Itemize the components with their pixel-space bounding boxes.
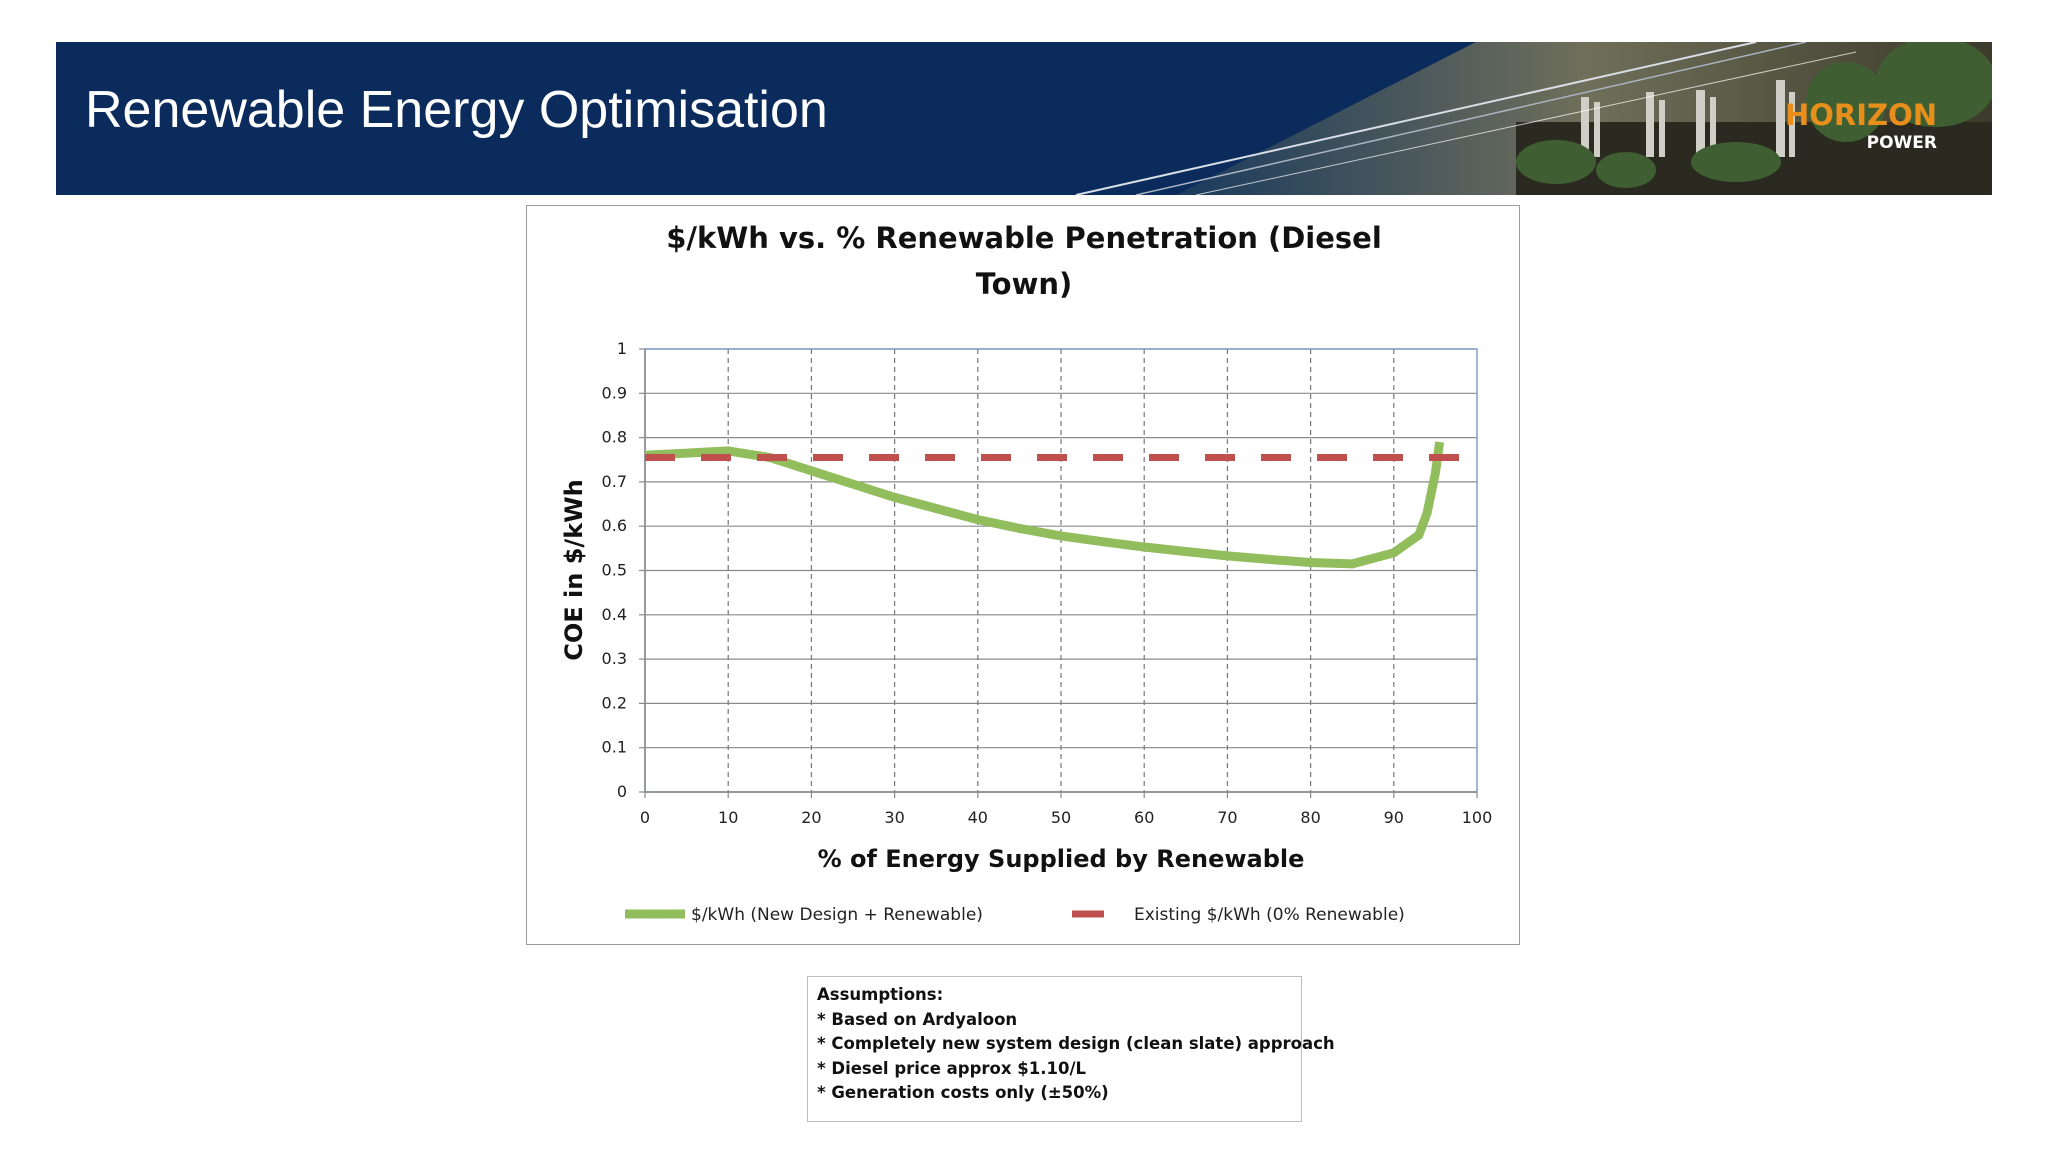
y-tick-label: 0.3 [602, 649, 627, 668]
y-tick-label: 0.5 [602, 561, 627, 580]
legend-label: Existing $/kWh (0% Renewable) [1134, 905, 1405, 925]
x-tick-label: 30 [884, 808, 904, 827]
x-tick-label: 100 [1462, 808, 1493, 827]
assumption-item: * Based on Ardyaloon [817, 1009, 1018, 1029]
swoosh-line [1135, 42, 1807, 195]
x-tick-label: 50 [1051, 808, 1071, 827]
y-tick-label: 0.9 [602, 383, 627, 402]
series-line-new-design [644, 441, 1445, 569]
assumption-item: * Diesel price approx $1.10/L [817, 1058, 1086, 1078]
station-stacks [1581, 80, 1795, 157]
chart-title: Town) [976, 267, 1073, 301]
page-title: Renewable Energy Optimisation [85, 81, 828, 139]
x-tick-label: 60 [1134, 808, 1154, 827]
y-tick-label: 0.7 [602, 472, 627, 491]
line-chart: $/kWh vs. % Renewable Penetration (Diese… [560, 221, 1493, 925]
y-tick-label: 0.6 [602, 516, 627, 535]
y-tick-label: 0.1 [602, 738, 627, 757]
power-station-banner-art: HORIZON POWER [1075, 42, 1992, 195]
assumption-item: * Completely new system design (clean sl… [817, 1034, 1335, 1053]
x-tick-label: 10 [718, 808, 738, 827]
chart-frame: $/kWh vs. % Renewable Penetration (Diese… [526, 205, 1520, 945]
x-tick-label: 70 [1217, 808, 1237, 827]
logo-wordmark: HORIZON [1785, 98, 1937, 132]
assumptions-heading: Assumptions: [817, 985, 944, 1004]
y-axis-label: COE in $/kWh [560, 479, 588, 660]
tree-line [1516, 42, 1992, 188]
swoosh-line [1195, 51, 1857, 195]
header-banner: HORIZON POWER Renewable Energy Optimisat… [56, 42, 1992, 195]
x-tick-label: 90 [1384, 808, 1404, 827]
swoosh-line [1075, 42, 1757, 195]
x-axis-label: % of Energy Supplied by Renewable [818, 845, 1305, 873]
x-tick-label: 0 [640, 808, 650, 827]
x-tick-label: 40 [968, 808, 988, 827]
x-tick-label: 80 [1300, 808, 1320, 827]
x-tick-label: 20 [801, 808, 821, 827]
chart-title: $/kWh vs. % Renewable Penetration (Diese… [666, 221, 1382, 255]
y-tick-label: 1 [617, 339, 627, 358]
y-tick-label: 0 [617, 782, 627, 801]
legend-label: $/kWh (New Design + Renewable) [691, 905, 983, 925]
assumption-item: * Generation costs only (±50%) [817, 1083, 1109, 1102]
logo-subtext: POWER [1867, 133, 1937, 153]
y-tick-label: 0.4 [602, 605, 627, 624]
assumptions-box: Assumptions: * Based on Ardyaloon * Comp… [807, 976, 1335, 1122]
y-tick-label: 0.2 [602, 693, 627, 712]
y-tick-label: 0.8 [602, 428, 627, 447]
